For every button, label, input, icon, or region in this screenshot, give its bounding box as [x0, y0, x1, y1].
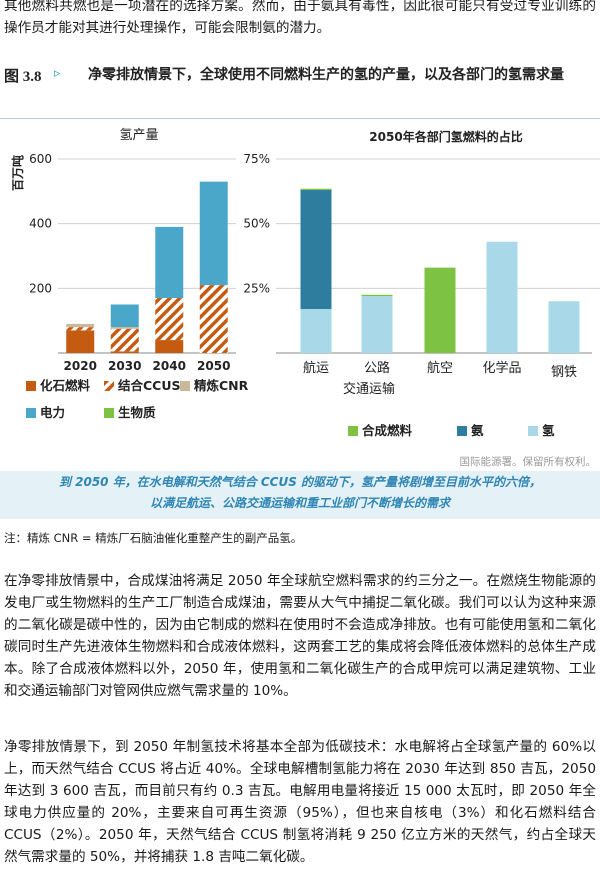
chart2-legend-label: 氢 — [542, 423, 555, 438]
chart2-legend-label: 合成燃料 — [362, 423, 413, 438]
chart1-title: 氢产量 — [119, 128, 158, 143]
caption-line-1: 到 2050 年，在水电解和天然气结合 CCUS 的驱动下，氢产量将剧增至目前水… — [58, 475, 542, 489]
chart1-bar-segment — [66, 327, 95, 331]
caption-line-2: 以满足航运、公路交通运输和重工业部门不断增长的需求 — [149, 496, 450, 510]
chart2-bar-segment — [300, 188, 332, 191]
chart1-bar-segment — [66, 323, 95, 328]
chart2-bar-segment — [424, 267, 456, 353]
chart1-ytick-label: 200 — [29, 281, 52, 295]
figure-header: 图 3.8 ▹ 净零排放情景下，全球使用不同燃料生产的氢的产量，以及各部门的氢需… — [4, 62, 596, 108]
chart1-legend-label: 化石燃料 — [40, 378, 91, 393]
chart1-bar-segment — [155, 226, 184, 299]
figure-title: 净零排放情景下，全球使用不同燃料生产的氢的产量，以及各部门的氢需求量 — [88, 67, 564, 83]
chart1-xtick-label: 2040 — [153, 359, 186, 373]
chart2-bar-segment — [361, 294, 393, 297]
chart1-bar-segment — [155, 340, 184, 353]
chart1-legend-swatch — [104, 381, 114, 391]
chart1-legend-label: 精炼CNR — [194, 378, 249, 393]
body-paragraph-1: 在净零排放情景中，合成煤油将满足 2050 年全球航空燃料需求的约三分之一。在燃… — [4, 573, 596, 699]
chart1-legend-swatch — [26, 381, 36, 391]
chart1-legend-swatch — [180, 381, 190, 391]
intro-paragraph: 其他燃料共燃也是一项潜在的选择方案。然而，由于氨具有毒性，因此很可能只有受过专业… — [4, 0, 596, 36]
chart2-xtick-label: 化学品 — [482, 360, 521, 376]
chart1-bar-segment — [199, 181, 228, 286]
chart1-bar-segment — [110, 304, 139, 328]
figure-arrow-icon: ▹ — [54, 66, 61, 81]
chart2-legend-swatch — [528, 426, 538, 436]
chart2-bar-segment — [300, 190, 332, 310]
chart2-xtick-label: 钢铁 — [551, 365, 577, 380]
chart1-legend-label: 生物质 — [118, 405, 156, 420]
chart1-bar-segment — [66, 330, 95, 353]
chart2-bar-segment — [486, 241, 518, 353]
chart1-xtick-label: 2020 — [64, 359, 97, 373]
chart2-xtick-label: 航运 — [303, 360, 329, 376]
chart1-ytick-label: 600 — [29, 152, 52, 166]
figure-number: 图 3.8 — [4, 69, 42, 85]
chart2-ytick-label: 75% — [243, 152, 270, 166]
chart1-bar-segment — [110, 351, 139, 353]
chart2-ytick-label: 25% — [243, 281, 270, 295]
chart2-bar-segment — [548, 301, 580, 353]
chart2-ytick-label: 50% — [243, 217, 270, 231]
chart1-bar-segment — [155, 298, 184, 341]
chart2-xtick-label: 公路 — [364, 360, 390, 376]
body-paragraph-2: 净零排放情景下，到 2050 年制氢技术将基本全部为低碳技术：水电解将占全球氢产… — [4, 739, 596, 865]
figure-caption: 到 2050 年，在水电解和天然气结合 CCUS 的驱动下，氢产量将剧增至目前水… — [0, 471, 600, 519]
chart2-title: 2050年各部门氢燃料的占比 — [369, 129, 522, 144]
chart1-bar-segment — [110, 328, 139, 352]
chart2-legend-swatch — [348, 426, 358, 436]
chart2-bar-segment — [300, 309, 332, 353]
chart2-legend-swatch — [457, 426, 467, 436]
chart2-group-label: 交通运输 — [343, 381, 395, 397]
chart1-legend-label: 电力 — [40, 405, 65, 420]
chart1-bar-segment — [199, 285, 228, 353]
figure-note: 注：精炼 CNR = 精炼厂石脑油催化重整产生的副产品氢。 — [4, 531, 303, 545]
chart1-bar-segment — [110, 327, 139, 329]
chart1-legend-label: 结合CCUS — [118, 378, 181, 393]
chart1-ylabel: 百万吨 — [10, 155, 25, 191]
figure-panel: 氢产量百万吨 200 400 600 2020 2030 2040 2050 2050年各部门… — [0, 118, 600, 521]
chart1-xtick-label: 2030 — [108, 359, 141, 373]
chart1-xtick-label: 2050 — [197, 359, 230, 373]
chart2-bar-segment — [361, 296, 393, 353]
chart1-legend-swatch — [26, 408, 36, 418]
chart2-legend-label: 氨 — [471, 423, 484, 438]
copyright-text: 国际能源署。保留所有权利。 — [460, 455, 597, 468]
chart1-ytick-label: 400 — [29, 217, 52, 231]
chart1-legend-swatch — [104, 408, 114, 418]
chart2-xtick-label: 航空 — [427, 360, 453, 376]
